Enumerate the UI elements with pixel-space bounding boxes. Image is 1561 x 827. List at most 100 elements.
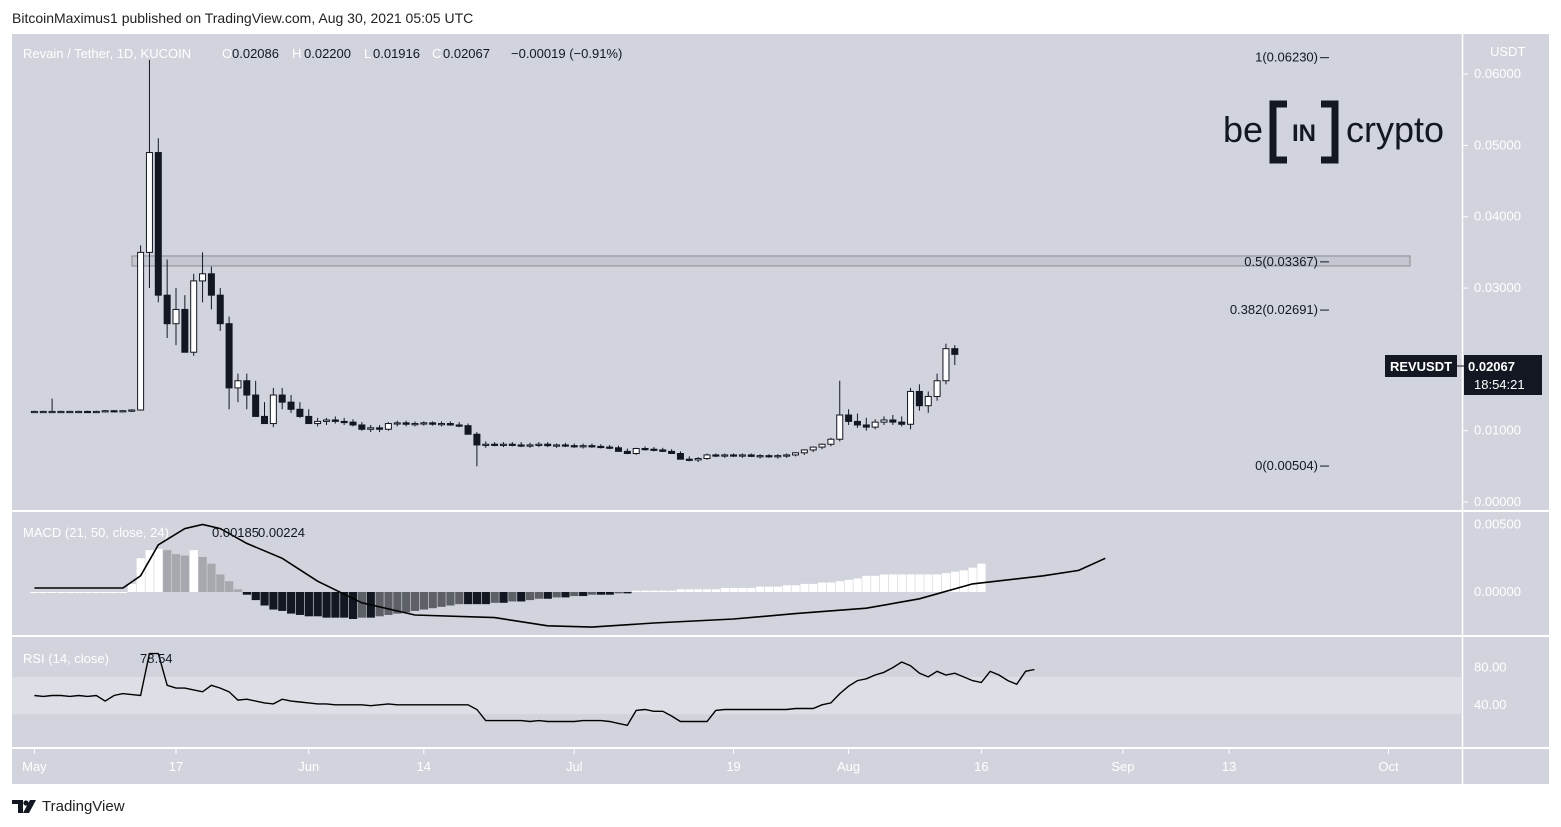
macd-value-2: 0.00224 xyxy=(258,525,305,540)
ohlc-low-label: L xyxy=(364,46,371,61)
macd-bar xyxy=(561,592,570,598)
candle-body xyxy=(199,273,207,282)
macd-bar xyxy=(897,574,906,592)
candle-body xyxy=(641,448,649,451)
macd-bar xyxy=(446,592,455,606)
time-tick-label: Oct xyxy=(1378,759,1399,774)
macd-bar xyxy=(632,590,641,592)
macd-bar xyxy=(694,589,703,592)
macd-bar xyxy=(340,592,349,618)
macd-bar xyxy=(605,592,614,595)
ohlc-close-value: 0.02067 xyxy=(443,46,490,61)
macd-bar xyxy=(269,592,278,610)
macd-bar xyxy=(349,592,358,619)
candle-body xyxy=(862,424,870,428)
macd-bar xyxy=(924,574,933,592)
ohlc-low-value: 0.01916 xyxy=(373,46,420,61)
rsi-label: RSI (14, close) xyxy=(23,651,109,666)
tradingview-logo-icon xyxy=(12,800,36,813)
candle-body xyxy=(659,449,667,452)
publisher-line: BitcoinMaximus1 published on TradingView… xyxy=(12,10,474,26)
candle-body xyxy=(110,410,118,413)
macd-bar xyxy=(322,592,331,618)
macd-bar xyxy=(685,589,694,592)
macd-bar xyxy=(587,592,597,595)
macd-bar xyxy=(526,592,535,601)
macd-bar xyxy=(145,550,154,592)
candle-body xyxy=(128,409,136,412)
time-tick-label: Jun xyxy=(298,759,319,774)
macd-bar xyxy=(614,592,623,594)
ohlc-close-label: C xyxy=(432,46,441,61)
fib-label: 0(0.00504) xyxy=(1255,458,1318,473)
candle-body xyxy=(331,419,339,422)
candle-body xyxy=(243,380,251,396)
time-tick-label: 19 xyxy=(726,759,740,774)
price-tick-label: 0.06000 xyxy=(1474,66,1521,81)
candle-body xyxy=(898,421,906,425)
rsi-line xyxy=(34,652,1035,727)
candle-body xyxy=(845,414,853,422)
candle-body xyxy=(154,152,162,296)
candle-body xyxy=(367,427,375,430)
macd-bar xyxy=(233,589,243,592)
candle-body xyxy=(800,449,808,454)
macd-bar xyxy=(844,579,853,592)
macd-bar xyxy=(455,592,464,605)
candle-body xyxy=(889,419,897,423)
candle-body xyxy=(145,152,153,253)
candle-body xyxy=(92,410,100,414)
candle-body xyxy=(668,450,676,455)
candle-body xyxy=(765,455,773,458)
candle-body xyxy=(809,446,817,451)
candle-body xyxy=(650,448,658,451)
macd-bar xyxy=(490,592,499,603)
macd-bar xyxy=(499,592,508,603)
macd-bar xyxy=(48,592,57,593)
macd-bar xyxy=(818,582,827,592)
macd-bar xyxy=(437,592,446,607)
candle-body xyxy=(252,394,260,417)
candle-body xyxy=(216,294,224,325)
macd-bar xyxy=(933,574,942,592)
macd-bar xyxy=(641,590,650,592)
macd-histogram-layer xyxy=(30,548,986,619)
candle-body xyxy=(747,454,755,457)
macd-bar xyxy=(862,575,871,592)
ohlc-open-value: 0.02086 xyxy=(232,46,279,61)
candle-body xyxy=(756,455,764,458)
candle-body xyxy=(66,410,74,414)
candle-body xyxy=(429,422,437,425)
candle-body xyxy=(676,453,684,460)
currency-label: USDT xyxy=(1490,44,1525,59)
candle-body xyxy=(924,395,932,407)
candle-body xyxy=(588,445,596,448)
candle-body xyxy=(30,410,38,414)
ohlc-change: −0.00019 (−0.91%) xyxy=(511,46,622,61)
fib-label: 0.382(0.02691) xyxy=(1230,302,1318,317)
macd-bar xyxy=(225,581,234,592)
candle-body xyxy=(579,445,587,448)
macd-bar xyxy=(871,575,880,592)
macd-bar xyxy=(791,585,800,592)
macd-bar xyxy=(163,550,172,592)
candle-body xyxy=(508,443,516,446)
macd-bar xyxy=(56,592,66,593)
macd-bar xyxy=(375,592,384,617)
candle-body xyxy=(305,415,313,425)
candle-body xyxy=(915,390,923,407)
macd-bar xyxy=(118,592,128,593)
candle-body xyxy=(420,422,428,425)
macd-bar xyxy=(658,590,667,592)
candle-body xyxy=(269,394,277,425)
candle-body xyxy=(561,444,569,447)
candle-body xyxy=(119,410,127,413)
candle-body xyxy=(942,348,950,382)
chart-svg[interactable]: 1(0.06230) 0.5(0.03367) 0.382(0.02691) 0(0.… xyxy=(12,34,1549,784)
candle-body xyxy=(438,423,445,426)
candle-body xyxy=(553,444,561,447)
candle-body xyxy=(393,422,401,425)
price-tick-label: 0.01000 xyxy=(1474,423,1521,438)
price-tick-label: 0.00000 xyxy=(1474,494,1521,509)
footer[interactable]: TradingView xyxy=(12,796,125,816)
